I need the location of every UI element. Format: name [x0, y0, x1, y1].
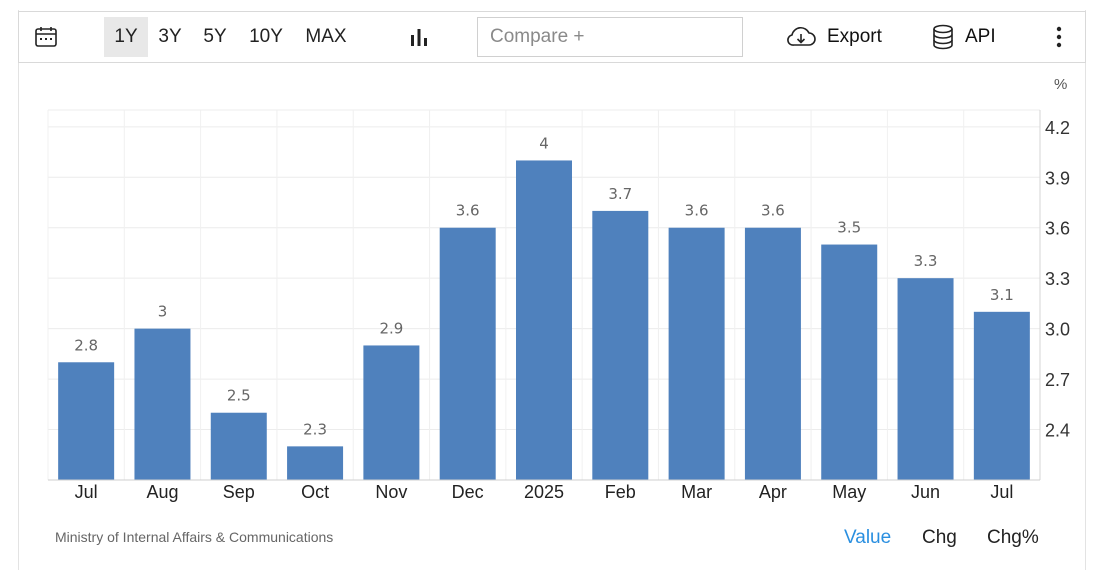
export-label: Export	[827, 26, 882, 47]
compare-input[interactable]	[477, 17, 743, 57]
x-tick-label: Dec	[452, 482, 484, 502]
data-label: 3.6	[456, 202, 480, 220]
mode-chg-percent-button[interactable]: Chg%	[987, 527, 1039, 548]
x-tick-label: Feb	[605, 482, 636, 502]
mode-chg-button[interactable]: Chg	[922, 527, 957, 548]
range-max-button[interactable]: MAX	[305, 26, 347, 47]
x-tick-label: Aug	[146, 482, 178, 502]
y-tick-label: 2.4	[1045, 421, 1070, 441]
export-button[interactable]: Export	[785, 12, 895, 62]
x-tick-label: Jul	[990, 482, 1013, 502]
range-5y-button[interactable]: 5Y	[203, 26, 227, 47]
x-tick-label: May	[832, 482, 866, 502]
data-label: 2.5	[227, 387, 251, 405]
y-tick-label: 4.2	[1045, 118, 1070, 138]
bar[interactable]	[973, 311, 1030, 480]
chart-toolbar: 1Y 3Y 5Y 10Y MAX Export	[18, 11, 1086, 63]
api-label: API	[965, 26, 996, 47]
bar[interactable]	[287, 446, 344, 480]
more-vertical-icon[interactable]	[1047, 12, 1071, 62]
y-tick-label: 3.3	[1045, 269, 1070, 289]
bar[interactable]	[668, 227, 725, 480]
range-3y-button[interactable]: 3Y	[158, 26, 182, 47]
source-label: Ministry of Internal Affairs & Communica…	[55, 529, 334, 545]
data-label: 3.5	[837, 219, 861, 237]
x-tick-label: Jun	[911, 482, 940, 502]
data-label: 3.3	[914, 252, 938, 270]
database-icon	[931, 24, 955, 50]
data-label: 2.3	[303, 420, 327, 438]
range-1y-button[interactable]: 1Y	[104, 17, 148, 57]
bar[interactable]	[134, 328, 191, 480]
bar[interactable]	[897, 278, 954, 480]
data-label: 3.6	[761, 202, 785, 220]
y-tick-label: 3.6	[1045, 219, 1070, 239]
bar[interactable]	[210, 412, 267, 480]
x-tick-label: Jul	[75, 482, 98, 502]
data-label: 2.8	[74, 336, 98, 354]
y-tick-label: 2.7	[1045, 370, 1070, 390]
data-label: 3	[158, 303, 168, 321]
cloud-download-icon	[785, 25, 817, 49]
x-tick-label: 2025	[524, 482, 564, 502]
bar[interactable]	[58, 362, 115, 480]
x-tick-label: Mar	[681, 482, 712, 502]
data-label: 2.9	[379, 319, 403, 337]
bar[interactable]	[592, 210, 649, 480]
x-tick-label: Apr	[759, 482, 787, 502]
y-tick-label: 3.0	[1045, 320, 1070, 340]
bar[interactable]	[744, 227, 801, 480]
data-label: 3.7	[608, 185, 632, 203]
data-label: 4	[539, 134, 549, 152]
chart-frame	[18, 10, 1086, 570]
bar-chart-icon[interactable]	[404, 12, 434, 62]
range-10y-button[interactable]: 10Y	[249, 26, 283, 47]
api-button[interactable]: API	[931, 12, 1021, 62]
x-tick-label: Nov	[375, 482, 407, 502]
bar[interactable]	[439, 227, 496, 480]
x-tick-label: Sep	[223, 482, 255, 502]
data-label: 3.1	[990, 286, 1014, 304]
bar[interactable]	[821, 244, 878, 480]
y-axis-unit-label: %	[1054, 76, 1068, 93]
y-tick-label: 3.9	[1045, 168, 1070, 188]
calendar-icon[interactable]	[29, 12, 63, 62]
bar[interactable]	[516, 160, 572, 481]
bar[interactable]	[363, 345, 420, 480]
bar-chart: 2.4 2.7 3.0 3.3 3.6 3.9 4.2 2.8 Jul 3 Aug 2.5 Sep 2.3…	[47, 109, 1070, 502]
mode-value-button[interactable]: Value	[844, 527, 892, 548]
x-tick-label: Oct	[301, 482, 329, 502]
data-label: 3.6	[685, 202, 709, 220]
